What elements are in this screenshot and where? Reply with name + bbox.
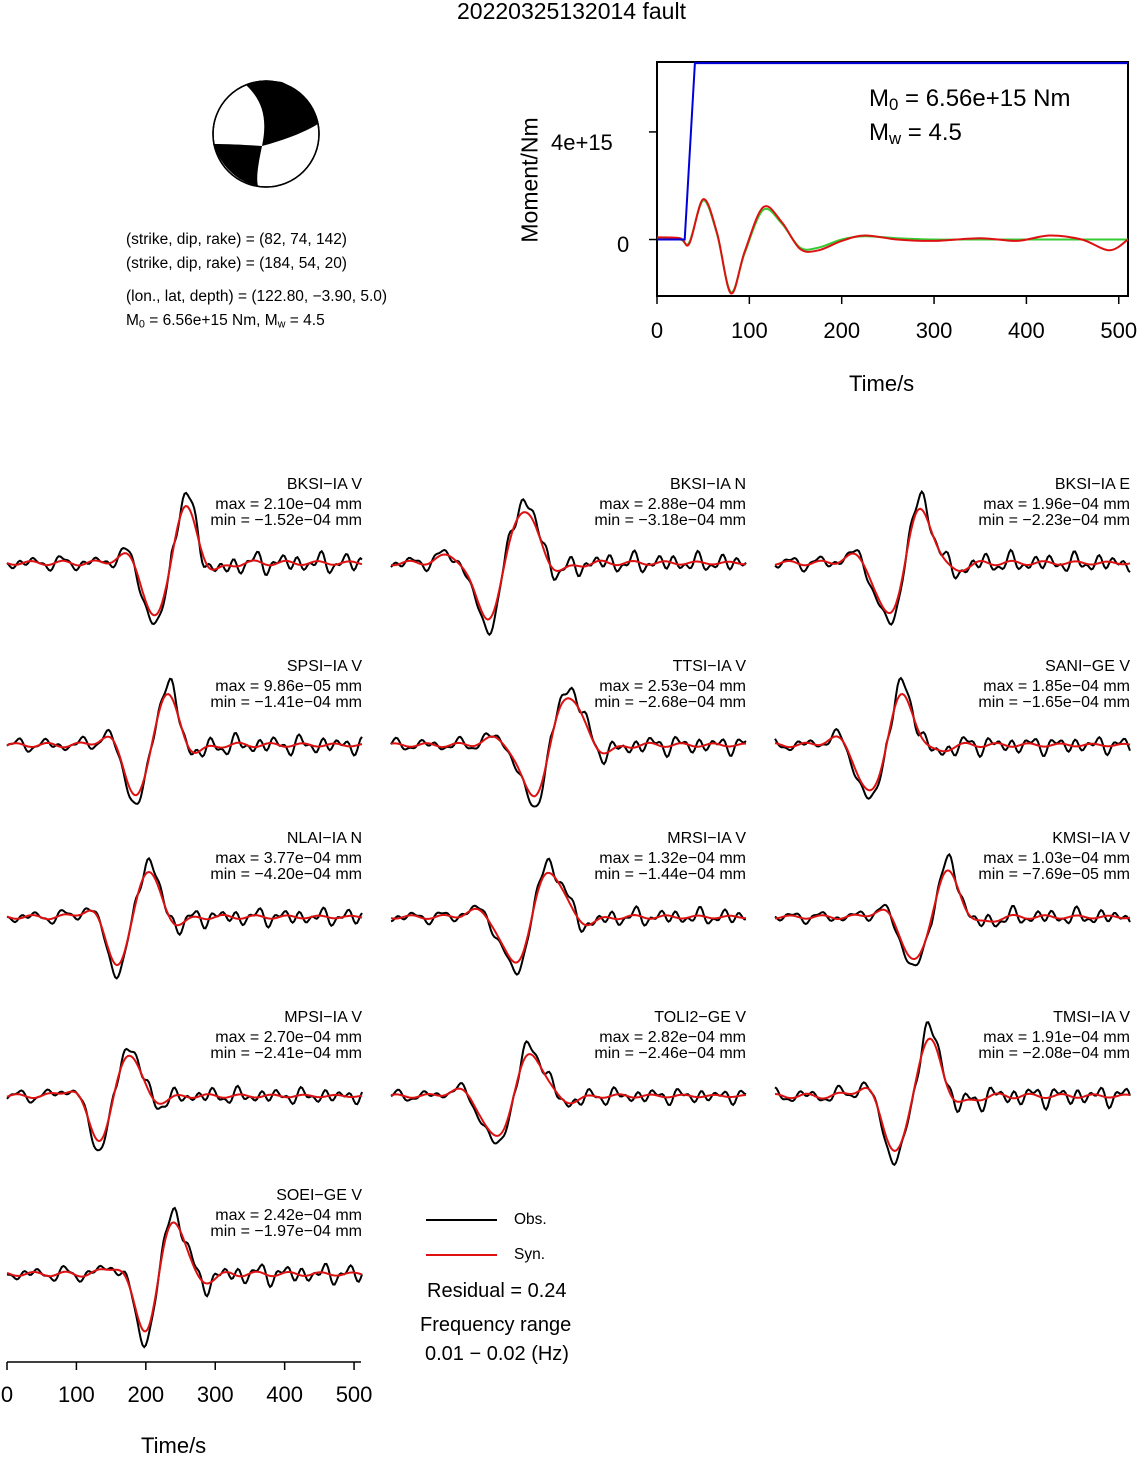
station-min: min = −7.69e−05 mm xyxy=(978,866,1130,883)
stf-series-1 xyxy=(656,199,1128,294)
station-name: SPSI−IA V xyxy=(286,658,362,675)
stf-m0-label: M0 = 6.56e+15 Nm xyxy=(869,85,1071,115)
syn-trace-10 xyxy=(390,1052,747,1137)
station-name: TTSI−IA V xyxy=(672,658,746,675)
obs-trace-9 xyxy=(6,1047,363,1152)
moment-text: M0 = 6.56e+15 Nm, Mw = 4.5 xyxy=(126,312,325,331)
wave-xtick-label: 0 xyxy=(0,1382,14,1407)
wave-xtick-label: 200 xyxy=(127,1382,165,1407)
station-min: min = −2.08e−04 mm xyxy=(978,1045,1130,1062)
obs-trace-1 xyxy=(390,497,747,637)
station-min: min = −1.65e−04 mm xyxy=(978,694,1130,711)
wave-xtick-label: 500 xyxy=(335,1382,373,1407)
freq-title: Frequency range xyxy=(420,1314,572,1336)
stf-xtick-label: 500 xyxy=(1100,318,1138,343)
station-max: max = 1.85e−04 mm xyxy=(983,678,1130,695)
station-max: max = 1.91e−04 mm xyxy=(983,1029,1130,1046)
legend-syn-label: Syn. xyxy=(514,1246,546,1263)
station-max: max = 1.32e−04 mm xyxy=(599,850,746,867)
plane2-text: (strike, dip, rake) = (184, 54, 20) xyxy=(126,255,347,272)
station-max: max = 9.86e−05 mm xyxy=(215,678,362,695)
station-min: min = −1.97e−04 mm xyxy=(210,1223,362,1240)
wave-xtick-label: 400 xyxy=(266,1382,303,1407)
station-min: min = −1.41e−04 mm xyxy=(210,694,362,711)
station-min: min = −1.44e−04 mm xyxy=(594,866,746,883)
station-max: max = 2.42e−04 mm xyxy=(215,1207,362,1224)
syn-trace-2 xyxy=(774,507,1131,615)
stf-xtick-label: 0 xyxy=(650,318,664,343)
station-min: min = −4.20e−04 mm xyxy=(210,866,362,883)
syn-trace-6 xyxy=(6,870,363,967)
beach-ball xyxy=(212,80,320,188)
syn-trace-0 xyxy=(6,504,363,617)
station-min: min = −1.52e−04 mm xyxy=(210,512,362,529)
stf-ytick-4e15: 4e+15 xyxy=(551,130,613,155)
station-name: TOLI2−GE V xyxy=(654,1009,746,1026)
obs-trace-5 xyxy=(774,676,1131,800)
station-max: max = 3.77e−04 mm xyxy=(215,850,362,867)
stf-lines xyxy=(656,62,1129,295)
station-name: NLAI−IA N xyxy=(286,830,362,847)
location-text: (lon., lat, depth) = (122.80, −3.90, 5.0… xyxy=(126,288,388,305)
stf-series-0 xyxy=(657,62,1128,241)
freq-range: 0.01 − 0.02 (Hz) xyxy=(425,1343,569,1365)
syn-trace-4 xyxy=(390,697,746,798)
station-name: BKSI−IA N xyxy=(669,476,746,493)
stf-plot-box xyxy=(656,61,1129,297)
station-name: MPSI−IA V xyxy=(284,1009,362,1026)
syn-trace-9 xyxy=(6,1054,363,1143)
stf-ylabel: Moment/Nm xyxy=(516,117,543,243)
station-max: max = 2.53e−04 mm xyxy=(599,678,746,695)
wave-xtick-label: 100 xyxy=(58,1382,95,1407)
waveform-panels xyxy=(6,489,1131,1349)
station-name: BKSI−IA E xyxy=(1054,476,1130,493)
station-name: BKSI−IA V xyxy=(286,476,362,493)
stf-axis-ticks xyxy=(649,131,1120,304)
obs-trace-2 xyxy=(774,489,1131,626)
stf-xlabel: Time/s xyxy=(849,371,915,396)
station-min: min = −2.68e−04 mm xyxy=(594,694,746,711)
syn-trace-1 xyxy=(390,511,747,621)
legend-obs-label: Obs. xyxy=(514,1211,547,1228)
station-name: SANI−GE V xyxy=(1045,658,1130,675)
stf-xtick-label: 400 xyxy=(1008,318,1045,343)
station-name: SOEI−GE V xyxy=(276,1187,362,1204)
residual-text: Residual = 0.24 xyxy=(427,1280,567,1302)
station-max: max = 2.82e−04 mm xyxy=(599,1029,746,1046)
page-title: 20220325132014 fault xyxy=(457,0,686,24)
station-name: MRSI−IA V xyxy=(667,830,746,847)
station-max: max = 1.03e−04 mm xyxy=(983,850,1130,867)
plane1-text: (strike, dip, rake) = (82, 74, 142) xyxy=(126,231,347,248)
syn-trace-8 xyxy=(774,869,1131,961)
syn-trace-7 xyxy=(390,871,747,964)
station-min: min = −2.46e−04 mm xyxy=(594,1045,746,1062)
wave-xlabel: Time/s xyxy=(141,1433,207,1458)
obs-trace-0 xyxy=(6,491,363,626)
station-name: KMSI−IA V xyxy=(1052,830,1130,847)
stf-xtick-label: 300 xyxy=(915,318,953,343)
station-max: max = 2.70e−04 mm xyxy=(215,1029,362,1046)
station-max: max = 1.96e−04 mm xyxy=(983,496,1130,513)
syn-trace-3 xyxy=(6,693,363,797)
stf-ytick-0: 0 xyxy=(617,232,630,257)
stf-xtick-label: 200 xyxy=(823,318,861,343)
station-name: TMSI−IA V xyxy=(1053,1009,1130,1026)
station-max: max = 2.10e−04 mm xyxy=(215,496,362,513)
wave-xtick-label: 300 xyxy=(196,1382,234,1407)
syn-trace-11 xyxy=(774,1037,1131,1152)
station-min: min = −3.18e−04 mm xyxy=(594,512,746,529)
syn-trace-12 xyxy=(6,1221,363,1333)
stf-mw-label: Mw = 4.5 xyxy=(869,119,962,149)
stf-series-2 xyxy=(656,198,1129,295)
waveform-time-axis xyxy=(6,1361,361,1370)
syn-trace-5 xyxy=(774,692,1131,792)
station-min: min = −2.41e−04 mm xyxy=(210,1045,362,1062)
stf-xtick-label: 100 xyxy=(730,318,768,343)
station-min: min = −2.23e−04 mm xyxy=(978,512,1130,529)
station-max: max = 2.88e−04 mm xyxy=(599,496,746,513)
